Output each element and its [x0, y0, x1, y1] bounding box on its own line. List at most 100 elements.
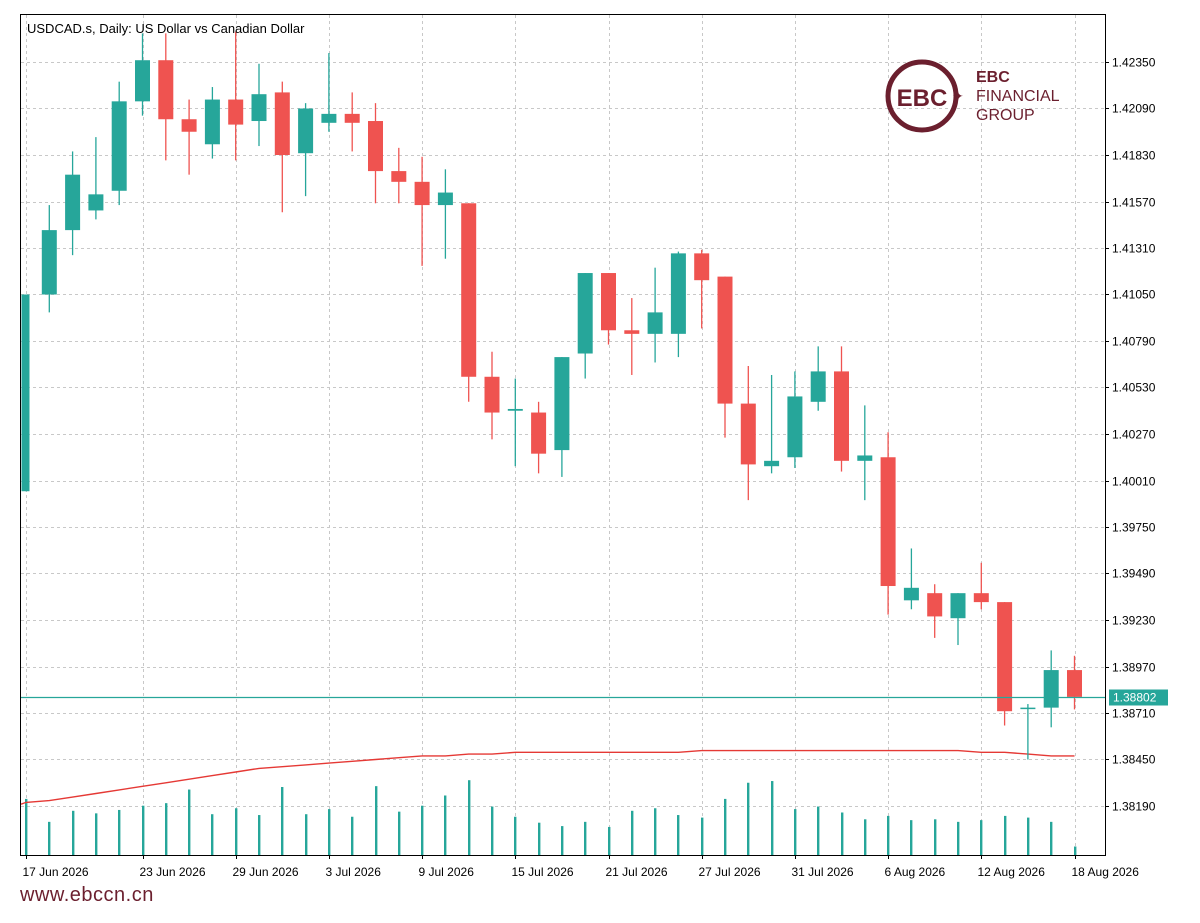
chart-title: USDCAD.s, Daily: US Dollar vs Canadian D… [27, 21, 305, 36]
candle [973, 562, 989, 610]
candle-body [274, 92, 290, 155]
x-tick-label: 27 Jul 2026 [699, 865, 761, 879]
volume-bar [1074, 846, 1077, 855]
volume-bar [375, 786, 378, 855]
x-tick-label: 15 Jul 2026 [512, 865, 574, 879]
candle [507, 378, 523, 467]
moving-average [20, 749, 1075, 805]
volume-bar [538, 822, 541, 855]
candle [717, 276, 733, 438]
x-tick-label: 12 Aug 2026 [978, 865, 1046, 879]
current-price-badge [1109, 689, 1168, 706]
logo-sparkle-icon: ✦ [952, 88, 964, 104]
candle-body [531, 412, 547, 454]
ma-line [20, 749, 1075, 805]
candle [927, 584, 943, 638]
volume-bar [887, 815, 890, 855]
candle [484, 351, 500, 440]
grid-lines [21, 15, 1105, 855]
y-tick-label: 1.41570 [1112, 196, 1156, 210]
y-tick-label: 1.40530 [1112, 381, 1156, 395]
candle [601, 273, 616, 345]
candle [274, 81, 290, 213]
candle-body [787, 396, 803, 458]
candle-body [740, 403, 756, 465]
volume-bar [910, 820, 913, 855]
candle [461, 203, 477, 402]
volume-bar [142, 805, 145, 855]
y-tick-label: 1.41050 [1112, 288, 1156, 302]
candle [368, 103, 383, 204]
candle-body [927, 593, 943, 617]
y-axis: 1.42350 1.42090 1.41830 1.41570 1.41310 1.410… [1105, 56, 1168, 814]
candle [531, 401, 547, 474]
candle-body [65, 174, 81, 231]
candle-body [1020, 707, 1036, 710]
candle-body [158, 60, 174, 120]
y-tick-label: 1.38970 [1112, 661, 1156, 675]
candle-body [41, 230, 57, 295]
volume-bar [72, 810, 75, 855]
logo-ring-icon [885, 59, 959, 133]
candle [321, 53, 337, 132]
candle-body [903, 587, 919, 601]
volume-bar [188, 789, 191, 855]
candle-body [1043, 670, 1059, 708]
y-tick-label: 1.38190 [1112, 800, 1156, 814]
candle-body [228, 99, 244, 125]
candle-body [834, 371, 849, 461]
candle-body [577, 273, 593, 354]
volume-bar [747, 782, 750, 855]
volume-bar [211, 814, 214, 855]
candle-body [810, 371, 826, 402]
candle [1067, 655, 1082, 710]
candle-body [950, 593, 966, 619]
y-tick-label: 1.42090 [1112, 102, 1156, 116]
candle-body [321, 113, 337, 123]
volume-bar [444, 795, 447, 855]
candle [740, 366, 756, 501]
candle-body [484, 376, 500, 413]
x-tick-label: 21 Jul 2026 [606, 865, 668, 879]
x-axis: 17 Jun 2026 23 Jun 2026 29 Jun 2026 3 Jul 2… [23, 855, 1139, 879]
candle-body [391, 171, 407, 182]
y-tick-label: 1.42350 [1112, 56, 1156, 70]
candle [21, 294, 30, 492]
current-price-label: 1.38802 [1113, 691, 1157, 705]
candle [1020, 704, 1036, 760]
candle-body [181, 119, 197, 132]
candle [65, 151, 81, 256]
candle-body [437, 192, 453, 206]
volume-bar [328, 809, 331, 855]
candle-body [204, 99, 220, 145]
candle [228, 31, 244, 161]
candle [997, 602, 1013, 726]
candle [414, 156, 430, 266]
candle-body [368, 121, 383, 172]
candle [880, 432, 896, 615]
candle-body [973, 593, 989, 603]
volume-bar [305, 814, 308, 855]
volume-bar [281, 787, 284, 855]
candle-body [997, 602, 1013, 712]
candle-body [507, 408, 523, 411]
candle [111, 81, 127, 206]
volume-bar [421, 805, 424, 855]
candle [834, 346, 849, 472]
candle-body [880, 457, 896, 587]
candle-body [717, 276, 733, 404]
candle [950, 593, 966, 646]
y-tick-label: 1.40010 [1112, 475, 1156, 489]
volume-bar [608, 826, 611, 855]
candle-body [857, 455, 873, 461]
logo-line-3: GROUP [976, 107, 1035, 124]
y-tick-label: 1.41830 [1112, 149, 1156, 163]
volume-bar [468, 780, 471, 855]
volume-bar [351, 816, 354, 855]
candle [88, 137, 104, 220]
candle-body [601, 273, 616, 331]
volume-bar [165, 803, 168, 855]
candle-body [414, 181, 430, 206]
candle-body [764, 460, 780, 467]
